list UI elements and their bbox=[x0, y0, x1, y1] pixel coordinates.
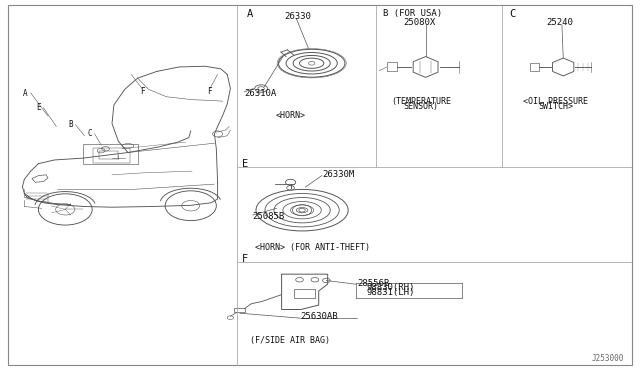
Text: A: A bbox=[23, 89, 28, 97]
Text: 25085B: 25085B bbox=[253, 212, 285, 221]
Text: <HORN> (FOR ANTI-THEFT): <HORN> (FOR ANTI-THEFT) bbox=[255, 243, 370, 252]
Bar bbox=[234, 308, 245, 312]
Text: F: F bbox=[207, 87, 212, 96]
Bar bbox=[93, 148, 130, 163]
Text: 26310A: 26310A bbox=[244, 89, 276, 98]
Text: 28556B: 28556B bbox=[357, 279, 389, 288]
Text: 25240: 25240 bbox=[547, 18, 573, 27]
Text: SENSOR): SENSOR) bbox=[404, 102, 438, 111]
Text: B: B bbox=[68, 120, 73, 129]
Text: J253000: J253000 bbox=[591, 355, 624, 363]
Text: F: F bbox=[242, 254, 248, 263]
Text: 98830(RH): 98830(RH) bbox=[366, 283, 415, 292]
Text: B (FOR USA): B (FOR USA) bbox=[383, 9, 442, 18]
Text: C: C bbox=[509, 9, 515, 19]
Bar bbox=[531, 63, 540, 71]
Text: E: E bbox=[36, 103, 41, 112]
Text: F: F bbox=[140, 87, 145, 96]
Text: <HORN>: <HORN> bbox=[276, 111, 305, 120]
Text: (TEMPERATURE: (TEMPERATURE bbox=[391, 97, 451, 106]
Bar bbox=[387, 62, 397, 71]
Text: C: C bbox=[87, 129, 92, 138]
Text: (F/SIDE AIR BAG): (F/SIDE AIR BAG) bbox=[250, 336, 330, 345]
Text: 26330M: 26330M bbox=[323, 170, 355, 179]
Text: 25080X: 25080X bbox=[403, 18, 435, 27]
Text: 26330: 26330 bbox=[285, 12, 312, 21]
Text: SWITCH>: SWITCH> bbox=[538, 102, 573, 111]
Text: E: E bbox=[242, 159, 248, 169]
Text: <OIL PRESSURE: <OIL PRESSURE bbox=[523, 97, 588, 106]
Text: 98831(LH): 98831(LH) bbox=[366, 288, 415, 297]
Bar bbox=[99, 151, 118, 159]
Bar bbox=[294, 289, 315, 298]
Text: 25630AB: 25630AB bbox=[301, 312, 339, 321]
Text: A: A bbox=[246, 9, 253, 19]
Bar bbox=[83, 144, 138, 164]
